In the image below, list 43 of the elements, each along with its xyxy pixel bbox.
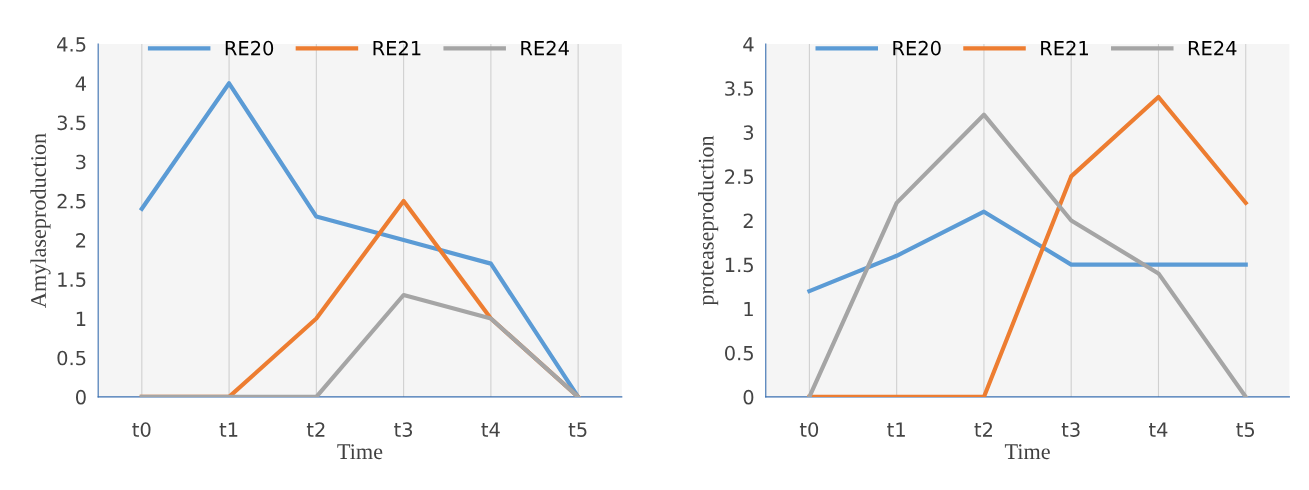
legend-label: RE20 — [225, 40, 274, 56]
legend-label: RE24 — [521, 40, 569, 56]
line-series — [807, 209, 1248, 294]
legend-label: RE20 — [893, 40, 941, 56]
y-tick-label: 2.5 — [57, 193, 86, 209]
legend-label: RE21 — [1041, 40, 1088, 56]
y-tick-label: 3 — [743, 125, 754, 140]
y-tick-label: 0 — [743, 389, 754, 405]
x-tick-label: t2 — [306, 422, 325, 437]
y-tick-label: 0 — [75, 389, 86, 405]
x-tick-label: t1 — [887, 422, 905, 437]
x-tick-label: t4 — [481, 422, 500, 437]
y-tick-label: 4.5 — [57, 37, 86, 52]
y-tick-label: 0.5 — [57, 350, 86, 366]
x-axis-title: Time — [337, 444, 383, 460]
y-tick-label: 2 — [76, 233, 86, 248]
x-tick-label: t3 — [394, 422, 413, 437]
x-tick-label: t5 — [1236, 422, 1255, 437]
legend-label: RE21 — [373, 40, 421, 56]
x-tick-label: t2 — [974, 422, 992, 437]
x-tick-label: t1 — [219, 422, 238, 437]
x-tick-label: t0 — [799, 422, 819, 437]
y-axis-title: proteaseproduction — [698, 135, 719, 306]
y-tick-label: 0.5 — [725, 345, 753, 361]
y-tick-label: 1 — [744, 301, 753, 317]
x-axis-title: Time — [1004, 444, 1050, 460]
y-tick-label: 3.5 — [725, 81, 753, 96]
y-tick-label: 4 — [743, 37, 754, 52]
y-tick-label: 1.5 — [58, 272, 86, 287]
y-tick-label: 3 — [76, 154, 86, 170]
y-tick-label: 1 — [76, 311, 86, 326]
y-tick-label: 4 — [75, 76, 86, 91]
x-tick-label: t5 — [568, 422, 587, 437]
legend-label: RE24 — [1188, 40, 1237, 56]
line-series — [139, 81, 581, 397]
y-tick-label: 3.5 — [57, 115, 86, 131]
x-tick-label: t0 — [132, 422, 151, 437]
y-axis-title: Amylaseproduction — [30, 133, 51, 308]
x-tick-label: t4 — [1148, 422, 1168, 437]
y-tick-label: 2 — [743, 213, 753, 228]
x-tick-label: t3 — [1061, 422, 1080, 437]
y-tick-label: 2.5 — [725, 169, 753, 185]
y-tick-label: 1.5 — [725, 257, 753, 273]
